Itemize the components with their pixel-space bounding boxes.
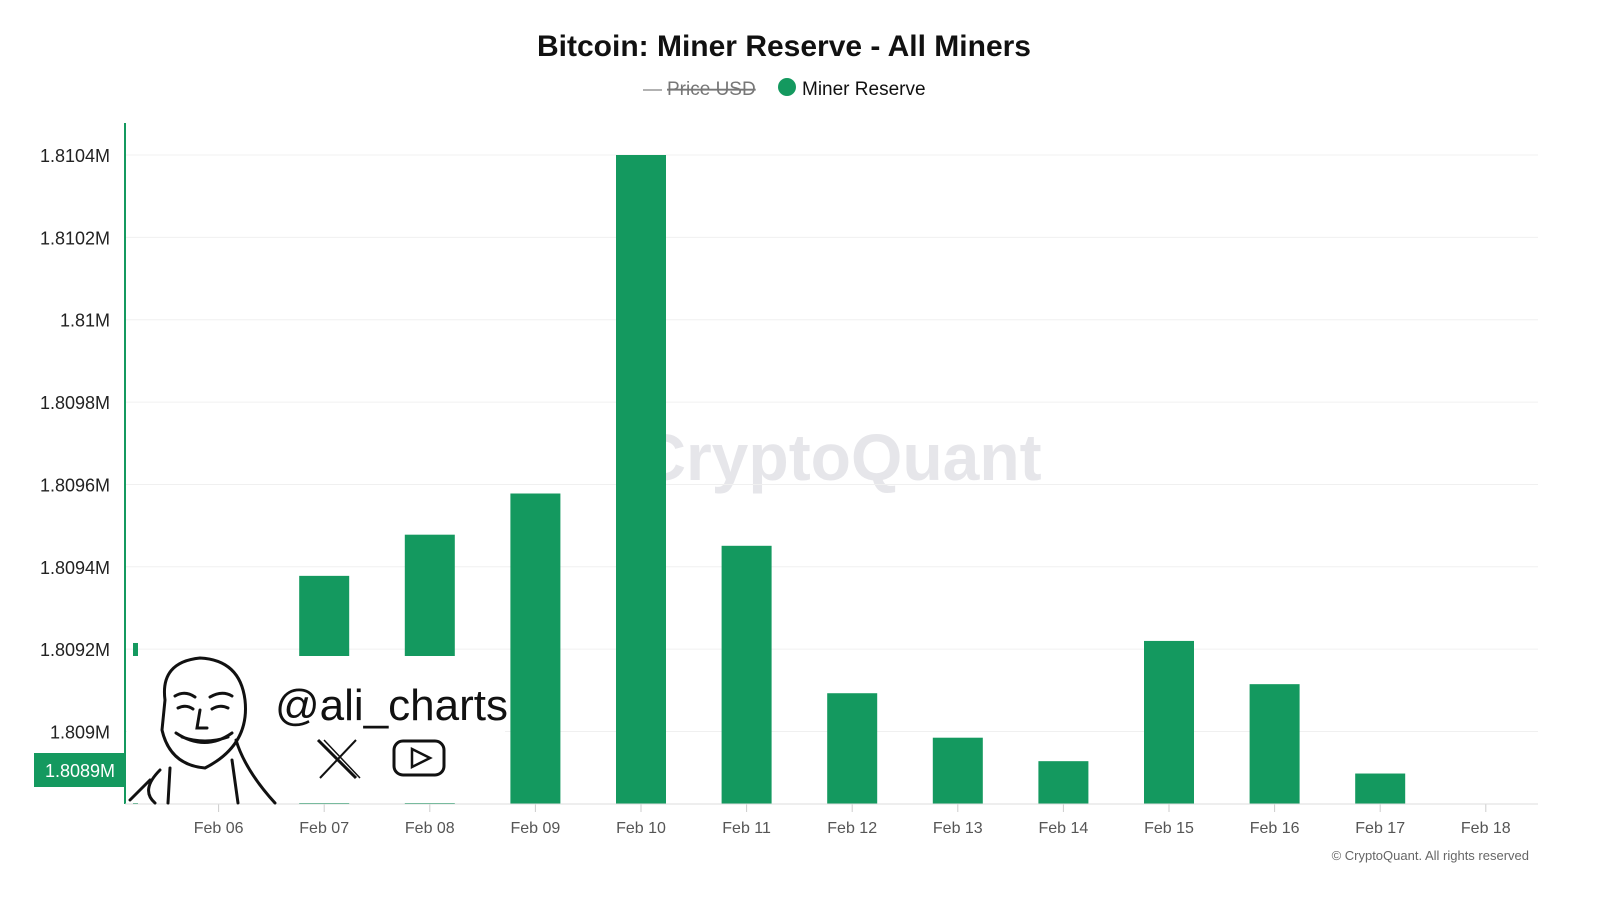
bar-feb-17[interactable]	[1355, 773, 1406, 804]
y-tick-label: 1.809M	[50, 723, 110, 743]
bar-feb-14[interactable]	[1038, 761, 1089, 804]
bar-feb-11[interactable]	[721, 545, 772, 804]
face-sketch-icon	[128, 656, 277, 805]
y-tick-label: 1.8092M	[40, 640, 110, 660]
x-tick-label: Feb 17	[1355, 820, 1405, 837]
chart-title: Bitcoin: Miner Reserve - All Miners	[537, 30, 1031, 63]
legend-miner-reserve[interactable]: Miner Reserve	[778, 78, 926, 100]
current-value-badge: 1.8089M	[34, 753, 124, 787]
legend-dot-icon	[778, 78, 796, 96]
watermark: CryptoQuant	[638, 420, 1041, 494]
y-tick-label: 1.8094M	[40, 558, 110, 578]
youtube-icon	[392, 739, 446, 777]
x-tick-label: Feb 15	[1144, 820, 1194, 837]
legend-price-usd[interactable]: Price USD	[643, 79, 756, 100]
x-tick-label: Feb 08	[405, 820, 455, 837]
x-tick-label: Feb 09	[510, 820, 560, 837]
author-handle: @ali_charts	[275, 681, 508, 730]
bar-feb-13[interactable]	[932, 737, 983, 804]
x-tick-label: Feb 12	[827, 820, 877, 837]
bar-feb-12[interactable]	[827, 693, 878, 804]
author-overlay: @ali_charts	[127, 656, 508, 805]
bar-feb-15[interactable]	[1144, 640, 1194, 804]
x-tick-label: Feb 10	[616, 820, 666, 837]
x-tick-label: Feb 16	[1250, 820, 1300, 837]
y-tick-label: 1.8102M	[40, 228, 110, 248]
current-value-label: 1.8089M	[45, 761, 115, 781]
y-tick-label: 1.8096M	[40, 475, 110, 495]
legend-price-label: Price USD	[667, 79, 756, 100]
y-tick-label: 1.8098M	[40, 393, 110, 413]
legend-miner-label: Miner Reserve	[802, 79, 926, 100]
x-tick-label: Feb 06	[194, 820, 244, 837]
y-tick-label: 1.8104M	[40, 146, 110, 166]
footer-copyright: © CryptoQuant. All rights reserved	[1332, 848, 1529, 863]
x-logo-icon	[316, 738, 361, 780]
x-tick-label: Feb 07	[299, 820, 349, 837]
y-tick-label: 1.81M	[60, 311, 110, 331]
x-tick-label: Feb 18	[1461, 820, 1511, 837]
x-tick-label: Feb 14	[1038, 820, 1088, 837]
x-tick-label: Feb 13	[933, 820, 983, 837]
x-tick-label: Feb 11	[722, 820, 771, 837]
bar-feb-16[interactable]	[1249, 684, 1300, 804]
bar-feb-10[interactable]	[616, 155, 666, 804]
bar-feb-09[interactable]	[510, 493, 561, 804]
